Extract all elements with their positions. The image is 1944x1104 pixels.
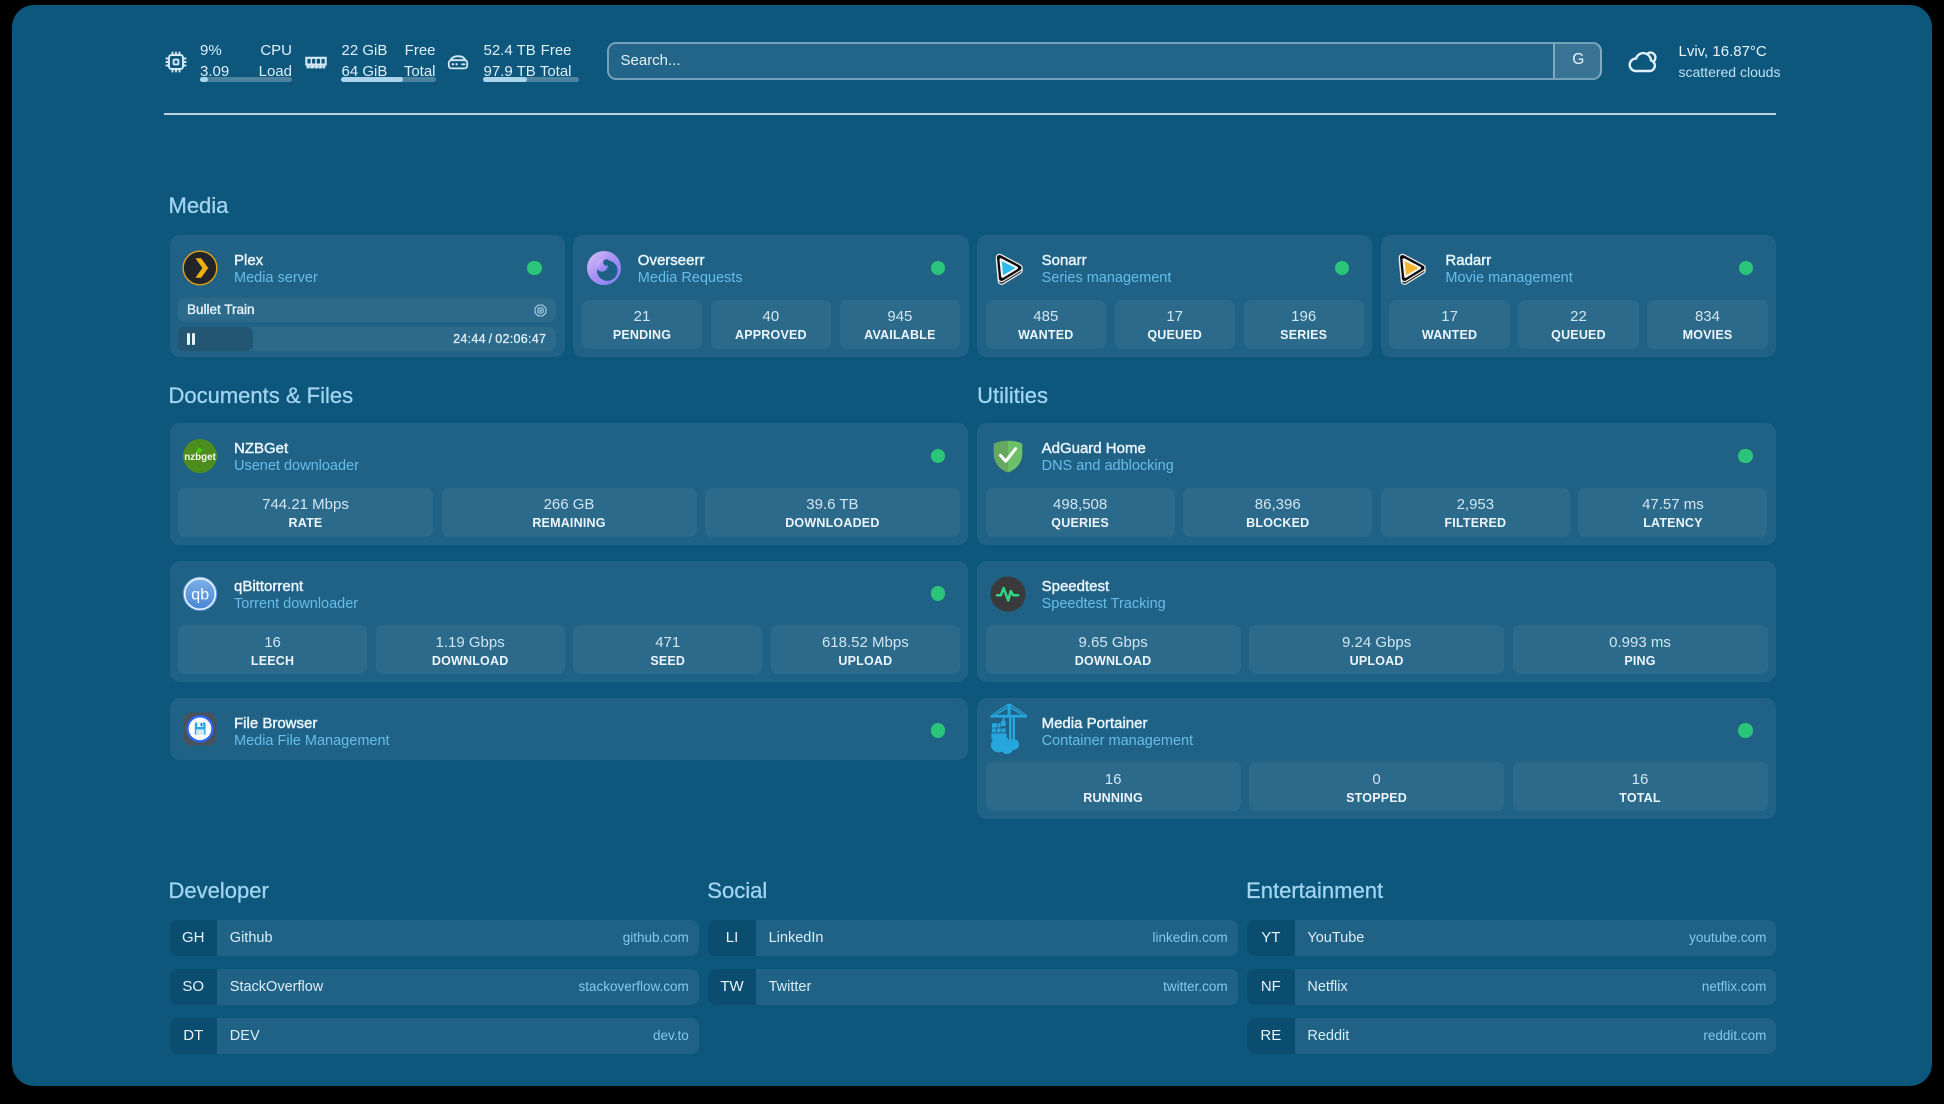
svg-text:nzbget: nzbget bbox=[184, 452, 216, 463]
svg-text:qb: qb bbox=[191, 586, 209, 603]
